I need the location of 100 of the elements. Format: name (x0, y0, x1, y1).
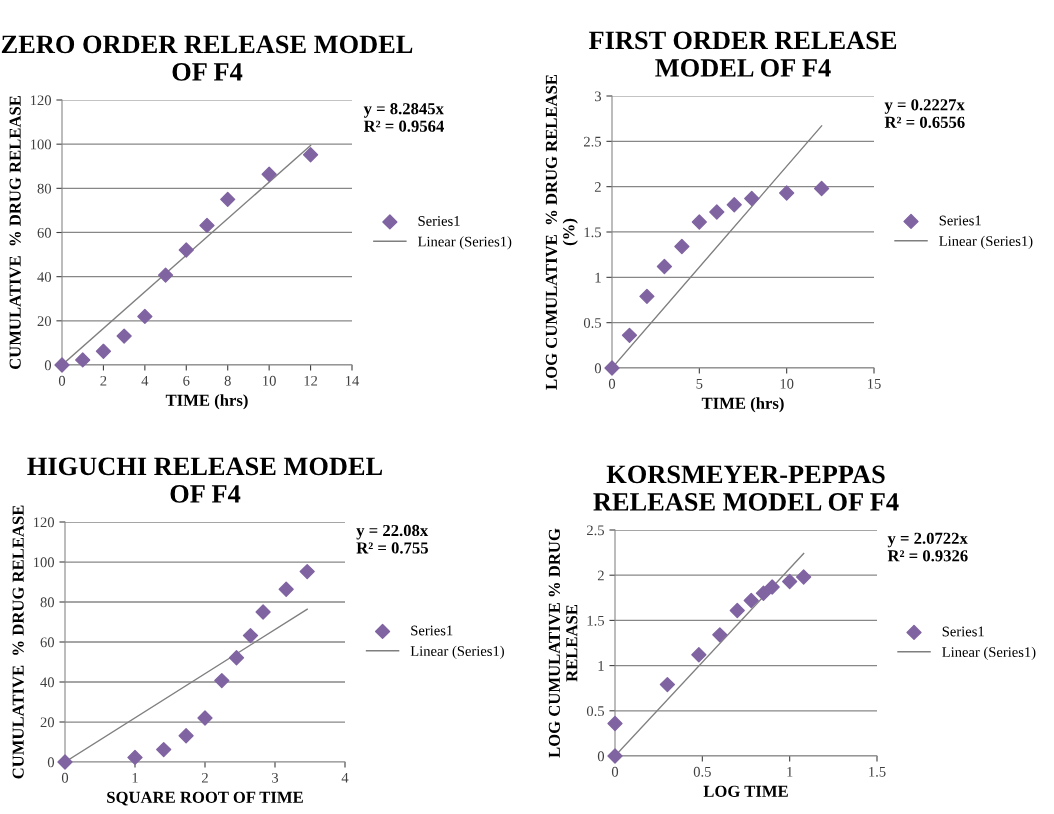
legend-label: Linear (Series1) (939, 235, 1033, 249)
point (656, 258, 673, 275)
x-tick-label: 10 (780, 378, 794, 389)
x-tick-label: 0 (608, 378, 616, 389)
y-axis-title: CUMULATIVE % DRUG RELEASE (9, 95, 21, 370)
y-tick-label: 80 (37, 183, 52, 194)
x-tick-label: 4 (341, 772, 349, 783)
point (197, 710, 213, 726)
y-tick-label: 2 (594, 182, 601, 192)
y-tick-label: 0.5 (586, 706, 605, 717)
point (744, 190, 760, 207)
point (228, 650, 245, 666)
y-tick-label: 0 (597, 751, 605, 762)
x-tick-label: 5 (696, 378, 703, 389)
x-tick-label: 0 (61, 772, 69, 783)
point (691, 214, 707, 230)
point (796, 569, 812, 585)
point (137, 308, 153, 325)
y-tick-label: 0.5 (583, 318, 602, 328)
text: y = 22.08x R² = 0.755 (356, 524, 429, 554)
point (691, 647, 707, 663)
chart-title: KORSMEYER-PEPPAS RELEASE MODEL OF F4 (593, 465, 899, 511)
y-tick-label: 2.5 (583, 136, 602, 147)
point (607, 715, 623, 732)
y-tick-label: 1.5 (587, 615, 605, 626)
x-tick-label: 15 (867, 378, 881, 389)
point (726, 197, 742, 213)
point (178, 728, 194, 744)
point (57, 754, 73, 770)
point (116, 328, 132, 344)
y-tick-label: 2 (597, 570, 604, 581)
point (621, 327, 638, 343)
x-tick-label: 4 (141, 375, 149, 386)
point (302, 147, 319, 163)
x-tick-label: 14 (345, 375, 360, 386)
x-tick-label: 0.5 (693, 766, 711, 777)
x-tick-label: 8 (224, 375, 231, 386)
point (255, 604, 271, 620)
legend-label: Linear (Series1) (410, 645, 504, 659)
chart-title: HIGUCHI RELEASE MODEL OF F4 (27, 457, 383, 503)
point (709, 204, 725, 220)
x-axis-title: LOG TIME (703, 785, 788, 797)
point (178, 242, 194, 258)
x-tick-label: 3 (272, 772, 279, 783)
y-tick-label: 1 (598, 661, 604, 671)
text: y = 0.2227x R² = 0.6556 (884, 99, 965, 128)
x-tick-label: 0 (611, 766, 619, 777)
legend-label: Linear (Series1) (942, 646, 1036, 660)
point (242, 627, 259, 644)
legend-label: Series1 (942, 626, 984, 637)
y-tick-label: 0 (594, 363, 602, 374)
point (299, 563, 315, 580)
x-tick-label: 10 (263, 375, 276, 386)
x-axis-title: TIME (hrs) (701, 397, 784, 413)
y-tick-label: 3 (594, 91, 602, 102)
text: y = 2.0722x R² = 0.9326 (887, 532, 968, 562)
point (743, 592, 759, 609)
point (813, 180, 830, 197)
y-axis-title: LOG CUMULATIVE % DRUG RELEASE (%) (545, 74, 578, 390)
point (261, 166, 277, 182)
chart-title: FIRST ORDER RELEASE MODEL OF F4 (588, 31, 897, 77)
x-tick-label: 0 (58, 375, 66, 386)
point (659, 676, 676, 693)
point (199, 217, 215, 234)
point (214, 672, 230, 689)
y-tick-label: 20 (40, 717, 55, 728)
point (604, 360, 620, 376)
point (755, 585, 772, 601)
point (607, 748, 623, 764)
y-tick-label: 40 (37, 272, 52, 282)
point (75, 352, 91, 368)
y-tick-label: 20 (37, 316, 52, 327)
y-tick-label: 1 (595, 272, 601, 283)
point (220, 191, 236, 208)
x-tick-label: 1 (787, 766, 793, 777)
point (156, 741, 172, 758)
x-axis-title: TIME (hrs) (165, 394, 248, 410)
y-axis-title: LOG CUMULATIVE % DRUG RELEASE (548, 528, 578, 758)
y-axis-title: CUMULATIVE % DRUG RELEASE (12, 505, 24, 779)
point (127, 749, 143, 766)
y-tick-label: 1.5 (584, 227, 602, 238)
legend-label: Series1 (411, 625, 453, 636)
x-tick-label: 1.5 (869, 766, 886, 777)
y-tick-label: 120 (30, 95, 52, 106)
point (764, 579, 780, 595)
point (674, 238, 690, 255)
y-tick-label: 100 (33, 557, 55, 568)
y-tick-label: 120 (33, 517, 55, 528)
point (729, 602, 745, 619)
x-tick-label: 1 (132, 772, 138, 783)
x-tick-label: 12 (304, 375, 318, 386)
chart-title: ZERO ORDER RELEASE MODEL OF F4 (1, 35, 413, 81)
x-tick-label: 6 (183, 375, 190, 386)
y-tick-label: 40 (40, 677, 55, 688)
point (54, 357, 70, 373)
y-tick-label: 0 (44, 360, 52, 371)
point (95, 343, 112, 359)
point (278, 581, 294, 597)
text: y = 8.2845x R² = 0.9564 (363, 103, 444, 132)
y-tick-label: 80 (40, 597, 55, 608)
